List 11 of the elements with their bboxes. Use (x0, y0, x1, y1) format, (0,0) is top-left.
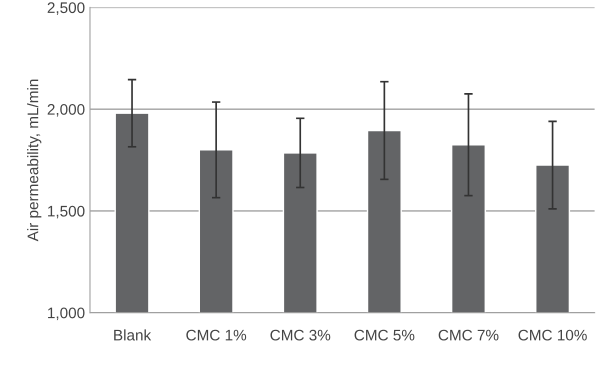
x-tick-label: CMC 3% (270, 330, 330, 341)
x-tick-label: CMC 1% (186, 330, 246, 341)
y-tick-label: 1,000 (48, 308, 85, 320)
y-tick-label: 2,500 (48, 2, 85, 15)
x-tick-label: CMC 10% (518, 330, 587, 341)
y-tick-label: 1,500 (48, 206, 85, 218)
x-tick-label: CMC 5% (354, 330, 414, 341)
y-axis-title: Air permeability, mL/min (27, 80, 42, 242)
x-tick-label: CMC 7% (438, 330, 498, 341)
x-tick-label: Blank (114, 329, 152, 341)
y-tick-label: 2,000 (48, 104, 85, 117)
